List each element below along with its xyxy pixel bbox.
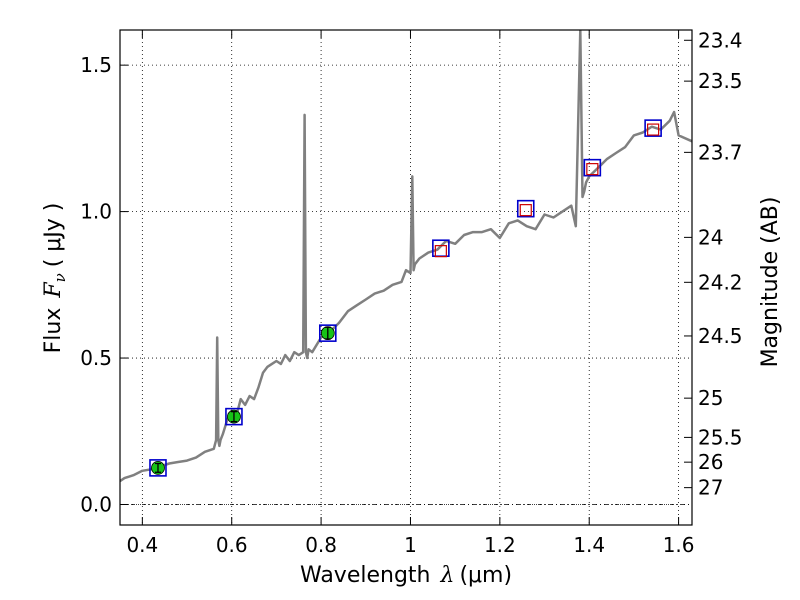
spectrum-line xyxy=(120,30,692,483)
open-photometry-marker xyxy=(647,123,660,136)
open-photometry-marker xyxy=(586,163,599,176)
x-tick-label: 1.6 xyxy=(663,533,695,557)
x-tick-label: 0.6 xyxy=(216,533,248,557)
y-tick-label: 1.0 xyxy=(80,200,112,224)
x-tick-label: 0.4 xyxy=(126,533,158,557)
y2-tick-label: 24 xyxy=(698,225,723,249)
open-photometry-marker xyxy=(434,245,447,258)
y2-tick-label: 25 xyxy=(698,386,723,410)
y2-tick-label: 24.2 xyxy=(698,270,743,294)
x-tick-label: 1 xyxy=(404,533,417,557)
y-tick-label: 0.5 xyxy=(80,346,112,370)
model-photometry-square xyxy=(583,158,602,177)
x-tick-label: 0.8 xyxy=(305,533,337,557)
x-axis-title: Wavelength λ (μm) xyxy=(300,563,512,588)
y2-tick-label: 26 xyxy=(698,450,723,474)
y2-tick-label: 24.5 xyxy=(698,324,743,348)
y2-tick-label: 23.4 xyxy=(698,28,743,52)
plot-frame xyxy=(119,29,693,526)
y2-tick-label: 23.7 xyxy=(698,140,743,164)
y2-tick-label: 23.5 xyxy=(698,69,743,93)
axis-ticks: 0.4 0.6 0.8 1 1.2 1.4 1.6 0.0 0.5 1.0 1.5 23.4 23.5 2… xyxy=(80,28,742,557)
photometry-markers xyxy=(149,119,662,477)
model-photometry-square xyxy=(644,119,662,137)
y-axis-title: FluxFν( μJy ) xyxy=(41,203,69,354)
x-tick-label: 1.2 xyxy=(484,533,516,557)
y2-tick-label: 27 xyxy=(698,476,723,500)
x-tick-label: 1.4 xyxy=(573,533,605,557)
y-tick-label: 0.0 xyxy=(80,492,112,516)
model-photometry-square xyxy=(149,459,167,477)
model-photometry-square xyxy=(225,407,243,426)
y2-axis-title: Magnitude (AB) xyxy=(758,197,783,368)
model-photometry-square xyxy=(516,199,535,218)
open-photometry-marker xyxy=(519,204,532,217)
spectrum-group xyxy=(120,30,692,483)
y2-tick-label: 25.5 xyxy=(698,425,743,449)
y-tick-label: 1.5 xyxy=(80,53,112,77)
model-photometry-square xyxy=(318,324,337,342)
